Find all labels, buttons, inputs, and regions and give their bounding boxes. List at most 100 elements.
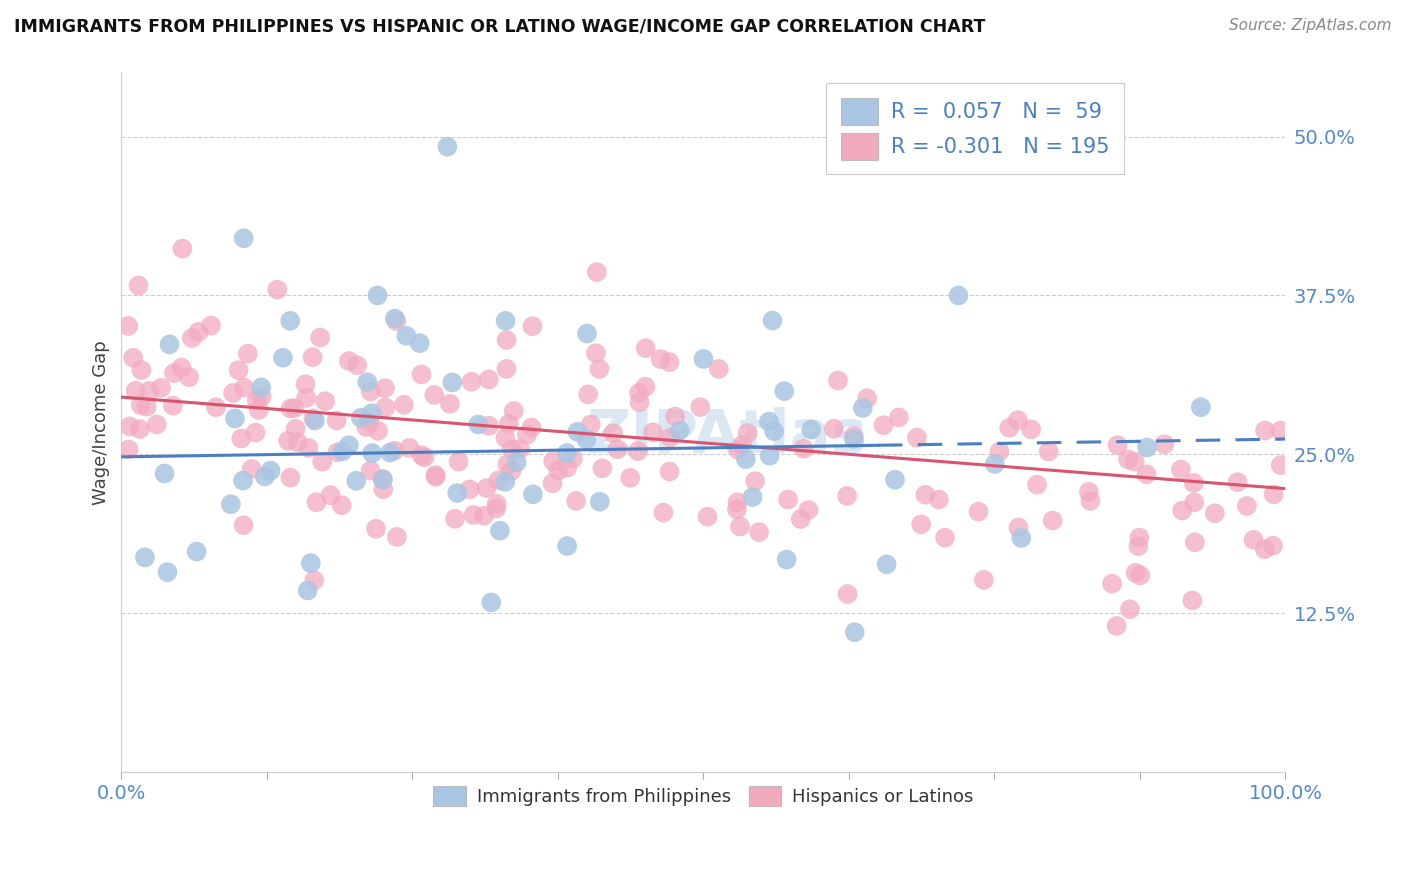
Point: [398, 441, 420, 455]
Point: [576, 326, 599, 341]
Point: [1026, 477, 1049, 491]
Point: [297, 441, 319, 455]
Point: [737, 425, 759, 440]
Point: [650, 352, 672, 367]
Point: [1270, 424, 1292, 438]
Point: [634, 341, 657, 355]
Point: [162, 399, 184, 413]
Point: [172, 242, 194, 256]
Point: [602, 426, 624, 441]
Point: [541, 454, 564, 468]
Point: [325, 413, 347, 427]
Point: [727, 442, 749, 457]
Point: [494, 431, 516, 445]
Point: [374, 381, 396, 395]
Point: [266, 283, 288, 297]
Point: [498, 417, 520, 431]
Point: [856, 391, 879, 405]
Point: [516, 427, 538, 442]
Point: [134, 550, 156, 565]
Point: [1125, 566, 1147, 580]
Point: [145, 417, 167, 432]
Point: [384, 443, 406, 458]
Point: [458, 483, 481, 497]
Point: [356, 375, 378, 389]
Point: [501, 464, 523, 478]
Point: [1263, 487, 1285, 501]
Point: [641, 425, 664, 440]
Point: [555, 539, 578, 553]
Point: [240, 462, 263, 476]
Point: [505, 455, 527, 469]
Point: [887, 410, 910, 425]
Point: [224, 411, 246, 425]
Point: [1010, 531, 1032, 545]
Y-axis label: Wage/Income Gap: Wage/Income Gap: [93, 340, 110, 505]
Point: [378, 445, 401, 459]
Point: [436, 139, 458, 153]
Point: [385, 530, 408, 544]
Point: [501, 442, 523, 456]
Point: [330, 498, 353, 512]
Point: [460, 375, 482, 389]
Point: [589, 494, 612, 508]
Point: [259, 464, 281, 478]
Point: [776, 492, 799, 507]
Point: [502, 404, 524, 418]
Point: [366, 288, 388, 302]
Point: [797, 503, 820, 517]
Point: [1226, 475, 1249, 490]
Point: [425, 468, 447, 483]
Point: [118, 419, 141, 434]
Point: [413, 450, 436, 465]
Point: [439, 397, 461, 411]
Point: [344, 474, 367, 488]
Point: [489, 524, 512, 538]
Point: [842, 432, 865, 446]
Point: [246, 392, 269, 407]
Point: [371, 473, 394, 487]
Point: [627, 444, 650, 458]
Point: [346, 358, 368, 372]
Point: [124, 384, 146, 398]
Point: [359, 415, 381, 429]
Point: [127, 278, 149, 293]
Point: [309, 330, 332, 344]
Point: [727, 495, 749, 509]
Point: [395, 328, 418, 343]
Point: [233, 381, 256, 395]
Point: [245, 425, 267, 440]
Point: [827, 374, 849, 388]
Point: [579, 417, 602, 432]
Point: [302, 411, 325, 425]
Point: [128, 422, 150, 436]
Point: [163, 366, 186, 380]
Point: [1105, 619, 1128, 633]
Point: [541, 476, 564, 491]
Text: Source: ZipAtlas.com: Source: ZipAtlas.com: [1229, 18, 1392, 33]
Point: [1107, 438, 1129, 452]
Point: [1261, 539, 1284, 553]
Point: [467, 417, 489, 432]
Point: [1136, 441, 1159, 455]
Point: [668, 424, 690, 438]
Point: [588, 362, 610, 376]
Point: [1181, 593, 1204, 607]
Point: [494, 475, 516, 489]
Point: [689, 400, 711, 414]
Point: [187, 325, 209, 339]
Point: [478, 418, 501, 433]
Point: [200, 318, 222, 333]
Point: [138, 384, 160, 398]
Point: [509, 442, 531, 456]
Point: [301, 350, 323, 364]
Point: [374, 401, 396, 415]
Point: [522, 319, 544, 334]
Point: [872, 418, 894, 433]
Point: [222, 386, 245, 401]
Point: [520, 420, 543, 434]
Point: [330, 444, 353, 458]
Point: [984, 457, 1007, 471]
Point: [304, 413, 326, 427]
Point: [619, 471, 641, 485]
